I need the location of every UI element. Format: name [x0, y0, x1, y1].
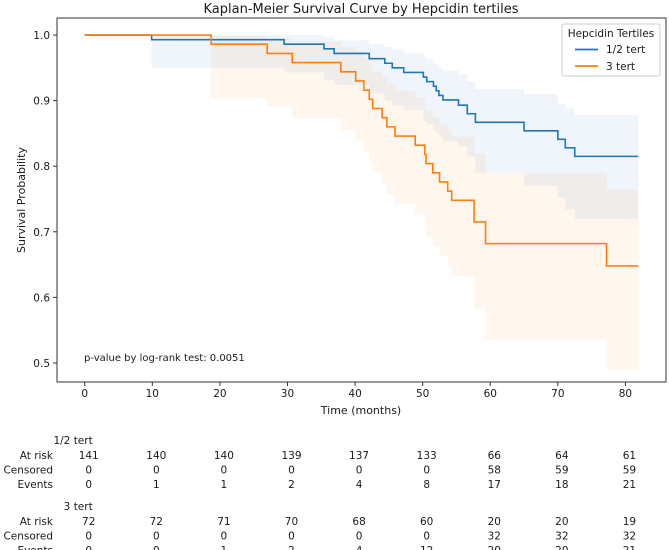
x-tick-label: 10 — [146, 388, 159, 400]
risk-cell: 0 — [153, 545, 160, 550]
risk-cell: 4 — [356, 479, 363, 491]
risk-row-label: Censored — [3, 531, 53, 543]
risk-cell: 17 — [488, 479, 501, 491]
risk-cell: 21 — [623, 479, 636, 491]
ci-band-3-tert — [84, 35, 639, 370]
legend-label-3-tert: 3 tert — [606, 61, 635, 73]
x-tick-label: 30 — [281, 388, 294, 400]
risk-cell: 140 — [146, 450, 166, 462]
risk-cell: 20 — [488, 545, 501, 550]
plot-area — [84, 34, 639, 370]
y-tick-label: 0.7 — [33, 227, 50, 239]
risk-cell: 72 — [82, 516, 95, 528]
risk-cell: 71 — [217, 516, 230, 528]
x-tick-label: 60 — [484, 388, 497, 400]
risk-cell: 59 — [623, 465, 636, 477]
risk-cell: 139 — [281, 450, 301, 462]
risk-cell: 32 — [488, 531, 501, 543]
risk-cell: 21 — [623, 545, 636, 550]
risk-row-label: At risk — [20, 450, 54, 462]
risk-row-label: Events — [17, 545, 53, 550]
y-axis: 0.5 0.6 0.7 0.8 0.9 1.0 — [33, 30, 57, 370]
risk-cell: 19 — [623, 516, 636, 528]
risk-cell: 2 — [288, 545, 295, 550]
risk-cell: 137 — [349, 450, 369, 462]
risk-cell: 0 — [85, 531, 92, 543]
risk-cell: 0 — [221, 531, 228, 543]
chart-title: Kaplan-Meier Survival Curve by Hepcidin … — [204, 2, 519, 17]
risk-cell: 32 — [623, 531, 636, 543]
risk-cell: 59 — [555, 465, 568, 477]
risk-cell: 0 — [356, 465, 363, 477]
risk-cell: 20 — [555, 516, 568, 528]
y-tick-label: 0.6 — [33, 292, 50, 304]
risk-cell: 0 — [85, 545, 92, 550]
risk-cell: 0 — [85, 479, 92, 491]
legend-title: Hepcidin Tertiles — [568, 28, 655, 40]
risk-cell: 0 — [288, 531, 295, 543]
risk-cell: 32 — [555, 531, 568, 543]
risk-row-label: Events — [17, 479, 53, 491]
y-tick-label: 0.8 — [33, 161, 50, 173]
risk-cell: 0 — [288, 465, 295, 477]
risk-cell: 0 — [356, 531, 363, 543]
risk-cell: 0 — [423, 531, 430, 543]
risk-cell: 60 — [420, 516, 433, 528]
risk-cell: 133 — [417, 450, 437, 462]
x-axis: 0 10 20 30 40 50 60 70 80 — [81, 382, 632, 400]
x-tick-label: 20 — [213, 388, 226, 400]
legend-box — [561, 23, 661, 77]
risk-cell: 0 — [423, 465, 430, 477]
risk-cell: 0 — [153, 465, 160, 477]
y-tick-label: 1.0 — [33, 30, 50, 42]
risk-cell: 1 — [221, 545, 228, 550]
risk-cell: 66 — [488, 450, 502, 462]
risk-cell: 1 — [153, 479, 160, 491]
x-tick-label: 80 — [619, 388, 632, 400]
x-tick-label: 40 — [348, 388, 361, 400]
risk-cell: 72 — [150, 516, 163, 528]
risk-cell: 141 — [79, 450, 99, 462]
risk-cell: 64 — [555, 450, 569, 462]
risk-cell: 20 — [488, 516, 501, 528]
y-axis-label: Survival Probability — [15, 147, 28, 253]
x-axis-label: Time (months) — [320, 404, 401, 417]
risk-cell: 18 — [555, 479, 568, 491]
risk-cell: 61 — [623, 450, 636, 462]
risk-group-label: 3 tert — [64, 501, 93, 513]
risk-cell: 140 — [214, 450, 234, 462]
ci-band-1-2-tert — [84, 35, 639, 219]
x-tick-label: 0 — [81, 388, 88, 400]
x-tick-label: 50 — [416, 388, 429, 400]
risk-cell: 4 — [356, 545, 363, 550]
risk-cell: 12 — [420, 545, 433, 550]
risk-cell: 1 — [221, 479, 228, 491]
risk-group-label: 1/2 tert — [53, 435, 92, 447]
y-tick-label: 0.5 — [33, 358, 50, 370]
p-value-annotation: p-value by log-rank test: 0.0051 — [84, 353, 245, 364]
legend: Hepcidin Tertiles 1/2 tert 3 tert — [561, 23, 661, 77]
axes-frame — [56, 17, 667, 383]
risk-cell: 68 — [352, 516, 365, 528]
risk-cell: 70 — [285, 516, 298, 528]
risk-row-label: Censored — [3, 465, 53, 477]
risk-cell: 2 — [288, 479, 295, 491]
risk-cell: 58 — [488, 465, 501, 477]
risk-cell: 0 — [85, 465, 92, 477]
risk-cell: 8 — [423, 479, 430, 491]
risk-cell: 0 — [221, 465, 228, 477]
risk-cell: 0 — [153, 531, 160, 543]
legend-label-1-2-tert: 1/2 tert — [606, 44, 645, 56]
survival-line-1-2-tert — [84, 34, 639, 158]
risk-row-label: At risk — [20, 516, 54, 528]
x-tick-label: 70 — [551, 388, 564, 400]
survival-line-3-tert — [84, 34, 639, 267]
risk-cell: 20 — [555, 545, 568, 550]
y-tick-label: 0.9 — [33, 96, 50, 108]
